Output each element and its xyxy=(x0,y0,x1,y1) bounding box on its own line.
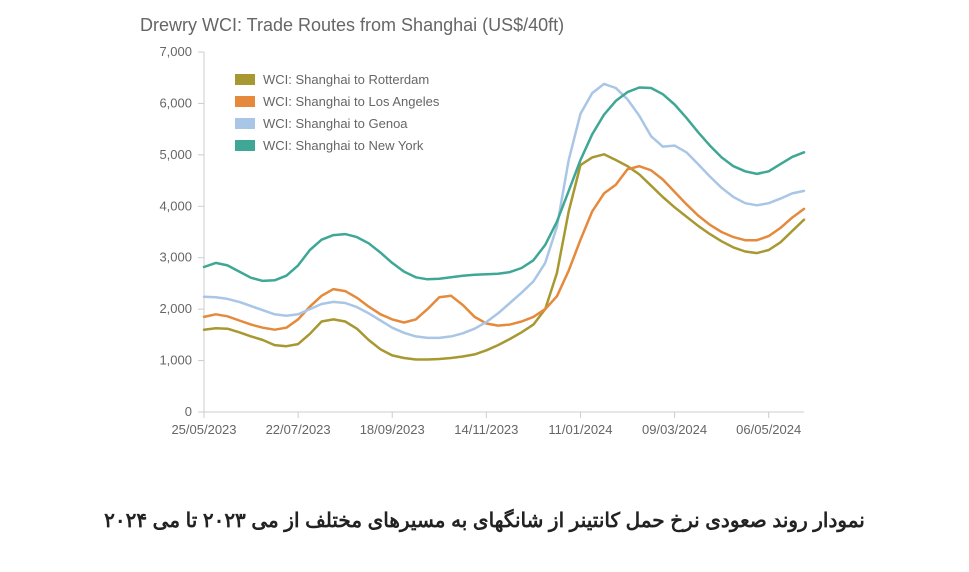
svg-text:4,000: 4,000 xyxy=(159,198,192,213)
svg-text:11/01/2024: 11/01/2024 xyxy=(548,422,612,437)
svg-text:1,000: 1,000 xyxy=(159,353,192,368)
svg-text:6,000: 6,000 xyxy=(159,95,192,110)
legend-swatch xyxy=(235,140,255,151)
svg-text:5,000: 5,000 xyxy=(159,147,192,162)
series-line xyxy=(204,154,804,359)
svg-text:7,000: 7,000 xyxy=(159,44,192,59)
legend-swatch xyxy=(235,118,255,129)
svg-text:14/11/2023: 14/11/2023 xyxy=(454,422,518,437)
chart-title: Drewry WCI: Trade Routes from Shanghai (… xyxy=(140,15,840,36)
legend-swatch xyxy=(235,96,255,107)
chart-svg: 0 1,000 2,000 3,000 4,000 5,000 6,000 7,000 25/0… xyxy=(140,42,840,457)
svg-text:3,000: 3,000 xyxy=(159,250,192,265)
series-line xyxy=(204,166,804,330)
svg-text:06/05/2024: 06/05/2024 xyxy=(736,422,801,437)
legend-label: WCI: Shanghai to Rotterdam xyxy=(263,72,429,87)
svg-text:18/09/2023: 18/09/2023 xyxy=(360,422,425,437)
svg-text:2,000: 2,000 xyxy=(159,301,192,316)
legend-swatch xyxy=(235,74,255,85)
legend-label: WCI: Shanghai to Genoa xyxy=(263,116,408,131)
legend-label: WCI: Shanghai to Los Angeles xyxy=(263,94,440,109)
legend-label: WCI: Shanghai to New York xyxy=(263,138,424,153)
chart-container: Drewry WCI: Trade Routes from Shanghai (… xyxy=(140,15,840,455)
svg-text:25/05/2023: 25/05/2023 xyxy=(171,422,236,437)
svg-text:09/03/2024: 09/03/2024 xyxy=(642,422,707,437)
svg-text:22/07/2023: 22/07/2023 xyxy=(266,422,331,437)
svg-text:0: 0 xyxy=(185,404,192,419)
caption-text: نمودار روند صعودی نرخ حمل کانتینر از شان… xyxy=(0,508,969,533)
